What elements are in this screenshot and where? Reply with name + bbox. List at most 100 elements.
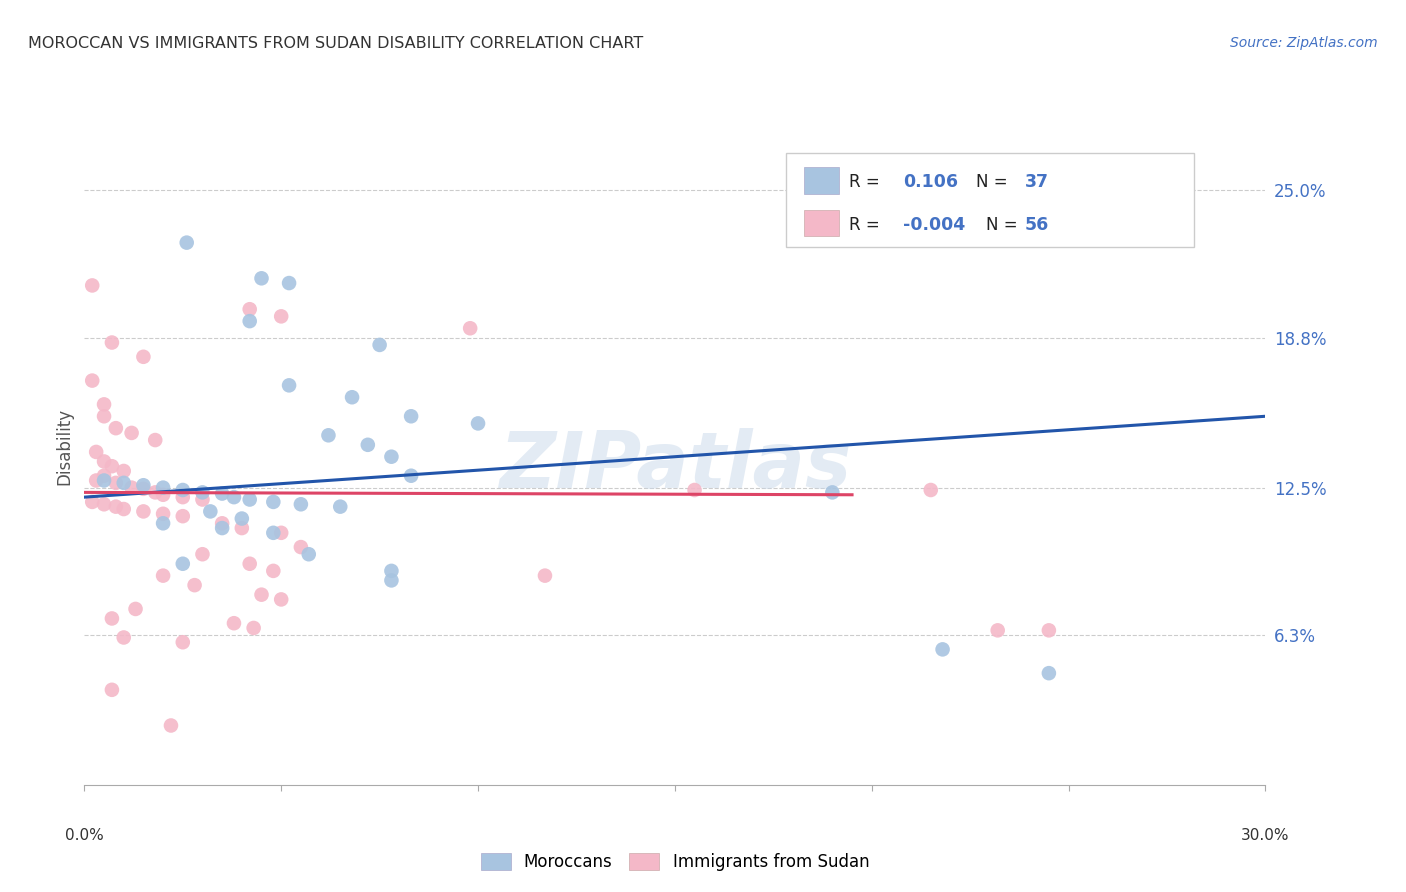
Point [101, 682, 124, 697]
Point [172, 483, 194, 497]
Point [176, 235, 198, 250]
Point [191, 485, 214, 500]
Point [1038, 624, 1060, 638]
Text: 0.0%: 0.0% [65, 828, 104, 843]
Point [93, 397, 115, 411]
Point [368, 338, 391, 352]
Point [101, 459, 124, 474]
Point [298, 547, 321, 561]
Point [399, 409, 422, 424]
Point [101, 611, 124, 625]
Point [1038, 666, 1060, 681]
Point [104, 475, 127, 490]
Point [121, 425, 143, 440]
Point [93, 497, 115, 511]
Point [987, 624, 1010, 638]
Point [231, 511, 253, 525]
Point [152, 488, 174, 502]
Point [172, 509, 194, 524]
Point [278, 276, 301, 290]
Point [278, 378, 301, 392]
Point [242, 621, 264, 635]
Point [239, 314, 262, 328]
Text: ZIPatlas: ZIPatlas [499, 428, 851, 504]
Point [132, 478, 155, 492]
Text: 56: 56 [1025, 216, 1049, 234]
Point [104, 421, 127, 435]
Point [104, 500, 127, 514]
Legend: Moroccans, Immigrants from Sudan: Moroccans, Immigrants from Sudan [472, 845, 877, 880]
Point [290, 497, 312, 511]
Point [239, 302, 262, 317]
Point [172, 490, 194, 504]
Point [329, 500, 352, 514]
Point [82, 374, 104, 388]
Text: MOROCCAN VS IMMIGRANTS FROM SUDAN DISABILITY CORRELATION CHART: MOROCCAN VS IMMIGRANTS FROM SUDAN DISABI… [28, 36, 644, 51]
Point [250, 588, 273, 602]
Point [172, 557, 194, 571]
Point [380, 450, 402, 464]
Point [143, 485, 166, 500]
Point [683, 483, 706, 497]
Point [121, 481, 143, 495]
Point [821, 485, 844, 500]
Point [152, 507, 174, 521]
Point [101, 335, 124, 350]
Point [143, 433, 166, 447]
Point [132, 504, 155, 518]
Text: Source: ZipAtlas.com: Source: ZipAtlas.com [1230, 36, 1378, 50]
Text: R =: R = [849, 216, 880, 234]
Text: 37: 37 [1025, 173, 1049, 191]
Text: R =: R = [849, 173, 880, 191]
Point [124, 602, 146, 616]
Point [380, 574, 402, 588]
Point [152, 568, 174, 582]
Point [270, 310, 292, 324]
Point [222, 616, 245, 631]
Point [132, 350, 155, 364]
Text: -0.004: -0.004 [903, 216, 965, 234]
Point [183, 578, 205, 592]
Point [93, 409, 115, 424]
Point [93, 454, 115, 468]
Point [250, 271, 273, 285]
Point [191, 492, 214, 507]
Point [262, 525, 284, 540]
Text: N =: N = [976, 173, 1007, 191]
Point [112, 475, 135, 490]
Text: N =: N = [986, 216, 1017, 234]
Point [112, 502, 135, 516]
Y-axis label: Disability: Disability [55, 408, 73, 484]
Point [152, 516, 174, 531]
Point [380, 564, 402, 578]
Point [458, 321, 481, 335]
Point [84, 445, 107, 459]
Point [222, 490, 245, 504]
Text: 0.106: 0.106 [903, 173, 957, 191]
Point [191, 547, 214, 561]
Point [211, 516, 233, 531]
Point [82, 278, 104, 293]
Point [200, 504, 222, 518]
Point [399, 468, 422, 483]
Point [211, 521, 233, 535]
Point [93, 474, 115, 488]
Point [112, 464, 135, 478]
Point [132, 482, 155, 496]
Text: 30.0%: 30.0% [1241, 828, 1289, 843]
Point [231, 521, 253, 535]
Point [172, 635, 194, 649]
Point [931, 642, 953, 657]
Point [270, 592, 292, 607]
Point [152, 481, 174, 495]
Point [920, 483, 942, 497]
Point [290, 540, 312, 554]
Point [270, 525, 292, 540]
Point [82, 495, 104, 509]
Point [534, 568, 557, 582]
Point [112, 631, 135, 645]
Point [239, 492, 262, 507]
Point [211, 486, 233, 500]
Point [318, 428, 340, 442]
Point [84, 474, 107, 488]
